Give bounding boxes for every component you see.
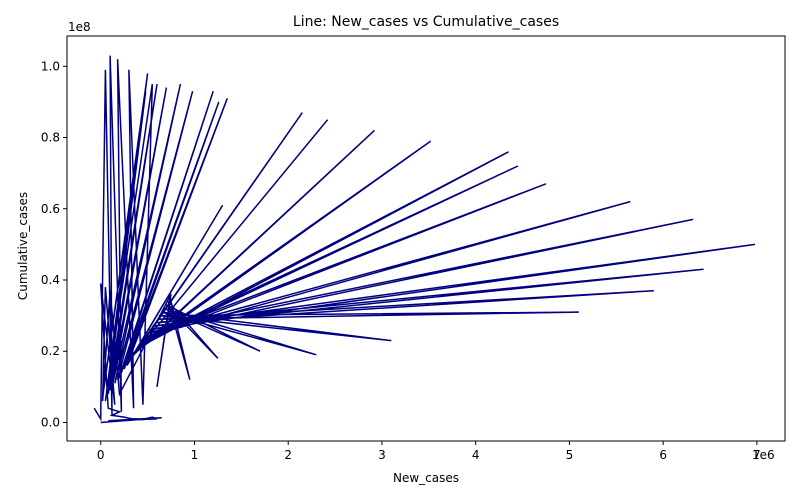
y-tick-label: 0.8: [41, 131, 60, 145]
y-offset-label: 1e8: [68, 20, 91, 34]
x-tick-label: 4: [472, 448, 480, 462]
axes-frame: [66, 35, 786, 442]
x-tick-label: 6: [659, 448, 667, 462]
y-tick-label: 1.0: [41, 59, 60, 73]
x-axis-label: New_cases: [393, 471, 459, 485]
y-axis-ticks: 0.0 0.2 0.4 0.6 0.8 1.0: [41, 59, 67, 429]
plot-lines: [93, 55, 756, 424]
series-line-0: [93, 55, 756, 424]
x-tick-label: 3: [378, 448, 386, 462]
x-offset-label: 1e6: [752, 448, 775, 462]
y-tick-label: 0.4: [41, 273, 60, 287]
x-tick-label: 7: [753, 448, 761, 462]
y-axis-label: Cumulative_cases: [16, 192, 30, 300]
x-axis-ticks: 0 1 2 3 4 5 6 7: [97, 441, 761, 462]
y-tick-label: 0.6: [41, 202, 60, 216]
y-tick-label: 0.0: [41, 415, 60, 429]
x-tick-label: 2: [284, 448, 292, 462]
x-tick-label: 0: [97, 448, 105, 462]
x-tick-label: 1: [191, 448, 199, 462]
chart-title: Line: New_cases vs Cumulative_cases: [293, 14, 559, 30]
x-tick-label: 5: [566, 448, 574, 462]
y-tick-label: 0.2: [41, 344, 60, 358]
